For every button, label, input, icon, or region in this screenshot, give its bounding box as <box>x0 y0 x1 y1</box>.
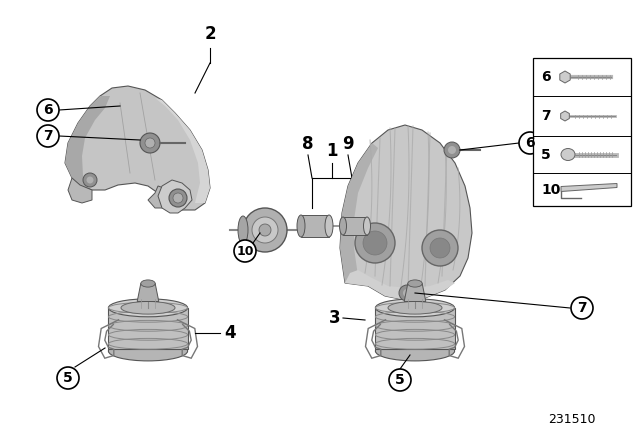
Bar <box>301 215 329 237</box>
Ellipse shape <box>339 217 346 235</box>
Text: 231510: 231510 <box>548 413 596 426</box>
Ellipse shape <box>238 216 248 244</box>
Circle shape <box>448 146 456 154</box>
Circle shape <box>140 133 160 153</box>
Ellipse shape <box>561 148 575 160</box>
Polygon shape <box>404 284 426 302</box>
Text: 3: 3 <box>328 309 340 327</box>
Ellipse shape <box>252 217 278 243</box>
Polygon shape <box>561 111 570 121</box>
Polygon shape <box>158 180 192 213</box>
Text: 6: 6 <box>525 136 535 150</box>
Polygon shape <box>65 86 210 210</box>
Bar <box>533 58 631 206</box>
Text: 6: 6 <box>541 70 550 84</box>
Text: 7: 7 <box>541 109 550 123</box>
Ellipse shape <box>243 208 287 252</box>
Circle shape <box>422 230 458 266</box>
Circle shape <box>169 189 187 207</box>
Text: 10: 10 <box>541 182 561 197</box>
Circle shape <box>444 142 460 158</box>
Text: 5: 5 <box>541 147 551 161</box>
Circle shape <box>37 125 59 147</box>
Ellipse shape <box>297 215 305 237</box>
Ellipse shape <box>108 341 188 361</box>
Ellipse shape <box>121 302 175 314</box>
Circle shape <box>173 193 183 203</box>
Circle shape <box>363 231 387 255</box>
Ellipse shape <box>108 299 188 317</box>
Polygon shape <box>148 186 175 208</box>
Circle shape <box>403 289 411 297</box>
Ellipse shape <box>325 215 333 237</box>
Text: 8: 8 <box>302 135 314 153</box>
Circle shape <box>355 223 395 263</box>
Text: 5: 5 <box>63 371 73 385</box>
Bar <box>343 217 367 235</box>
Ellipse shape <box>388 302 442 314</box>
Circle shape <box>399 285 415 301</box>
Circle shape <box>430 238 450 258</box>
Polygon shape <box>65 96 110 188</box>
Polygon shape <box>137 284 159 302</box>
Text: 7: 7 <box>577 301 587 315</box>
Polygon shape <box>376 308 454 349</box>
Circle shape <box>234 240 256 262</box>
Text: 5: 5 <box>395 373 405 387</box>
Text: 4: 4 <box>224 324 236 342</box>
Circle shape <box>86 177 93 184</box>
Ellipse shape <box>364 217 371 235</box>
Ellipse shape <box>408 280 422 287</box>
Polygon shape <box>561 184 617 191</box>
Ellipse shape <box>259 224 271 236</box>
Circle shape <box>57 367 79 389</box>
Text: 7: 7 <box>43 129 53 143</box>
Text: 1: 1 <box>326 142 338 160</box>
Polygon shape <box>340 125 472 300</box>
Circle shape <box>37 99 59 121</box>
Circle shape <box>83 173 97 187</box>
Polygon shape <box>108 308 188 349</box>
Polygon shape <box>345 270 455 300</box>
Polygon shape <box>560 71 570 83</box>
Text: 9: 9 <box>342 135 354 153</box>
Circle shape <box>389 369 411 391</box>
Ellipse shape <box>376 299 454 317</box>
Circle shape <box>519 132 541 154</box>
Circle shape <box>571 297 593 319</box>
Ellipse shape <box>376 341 454 361</box>
Polygon shape <box>68 178 92 203</box>
Ellipse shape <box>141 280 155 287</box>
Text: 2: 2 <box>204 25 216 43</box>
Text: 6: 6 <box>43 103 53 117</box>
Polygon shape <box>155 98 210 203</box>
Text: 10: 10 <box>236 245 253 258</box>
Polygon shape <box>340 143 378 286</box>
Circle shape <box>145 138 155 148</box>
